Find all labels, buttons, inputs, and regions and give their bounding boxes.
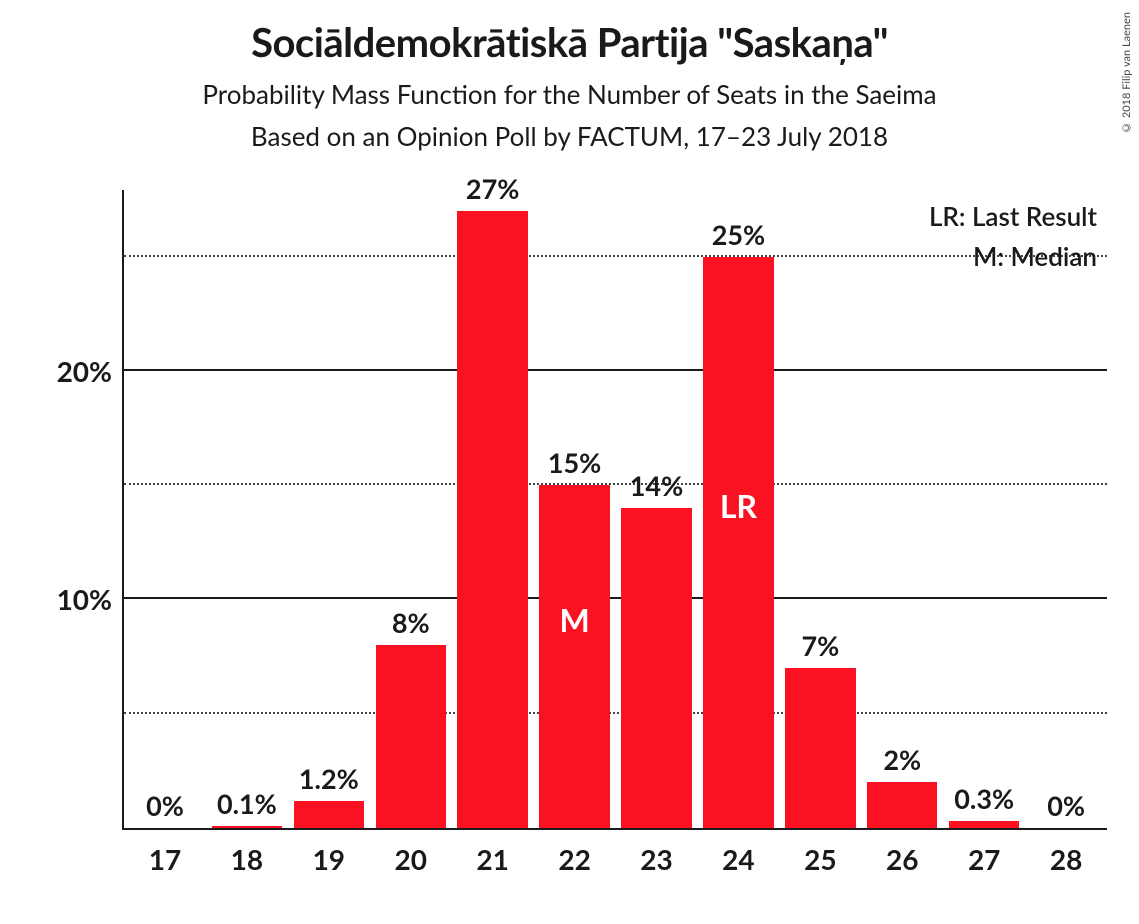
legend: LR: Last ResultM: Median	[929, 196, 1097, 277]
x-tick-label: 21	[452, 842, 534, 876]
x-tick-label: 20	[370, 842, 452, 876]
chart-title: Sociāldemokrātiskā Partija "Saskaņa"	[0, 18, 1139, 66]
chart-container: © 2018 Filip van Laenen Sociāldemokrātis…	[0, 0, 1139, 924]
x-tick-label: 24	[697, 842, 779, 876]
bar-slot: 25%LR24	[697, 190, 779, 828]
bar	[621, 508, 691, 828]
bar-slot: 1.2%19	[288, 190, 370, 828]
bar	[294, 801, 364, 828]
chart-subtitle: Probability Mass Function for the Number…	[0, 78, 1139, 110]
bar-slot: 0%28	[1025, 190, 1107, 828]
copyright-text: © 2018 Filip van Laenen	[1120, 12, 1133, 134]
x-tick-label: 22	[534, 842, 616, 876]
x-tick-label: 18	[206, 842, 288, 876]
y-tick-label: 10%	[57, 582, 112, 616]
bar	[376, 645, 446, 828]
x-tick-label: 28	[1025, 842, 1107, 876]
chart-date: Based on an Opinion Poll by FACTUM, 17–2…	[0, 120, 1139, 152]
bar	[212, 826, 282, 828]
titles: Sociāldemokrātiskā Partija "Saskaņa" Pro…	[0, 0, 1139, 152]
bar-slot: 27%21	[452, 190, 534, 828]
bar-slot: 7%25	[779, 190, 861, 828]
bar-slot: 0%17	[124, 190, 206, 828]
x-tick-label: 26	[861, 842, 943, 876]
x-tick-label: 23	[616, 842, 698, 876]
legend-m: M: Median	[929, 236, 1097, 276]
bars: 0%170.1%181.2%198%2027%2115%M2214%2325%L…	[124, 190, 1107, 828]
bar-slot: 2%26	[861, 190, 943, 828]
x-tick-label: 25	[779, 842, 861, 876]
bar-slot: 15%M22	[534, 190, 616, 828]
bar-slot: 0.3%27	[943, 190, 1025, 828]
y-tick-label: 20%	[57, 354, 112, 388]
x-tick-label: 17	[124, 842, 206, 876]
bar-inside-label: M	[534, 600, 616, 639]
bar	[539, 485, 609, 828]
bar-inside-label: LR	[697, 486, 779, 525]
bar	[457, 211, 527, 828]
bar-slot: 0.1%18	[206, 190, 288, 828]
legend-lr: LR: Last Result	[929, 196, 1097, 236]
x-tick-label: 19	[288, 842, 370, 876]
bar	[949, 821, 1019, 828]
x-tick-label: 27	[943, 842, 1025, 876]
bar-slot: 8%20	[370, 190, 452, 828]
bar	[703, 257, 773, 828]
bar-value-label: 0%	[1009, 789, 1124, 822]
bar-slot: 14%23	[616, 190, 698, 828]
plot-area: 10%20%0%170.1%181.2%198%2027%2115%M2214%…	[122, 190, 1107, 830]
